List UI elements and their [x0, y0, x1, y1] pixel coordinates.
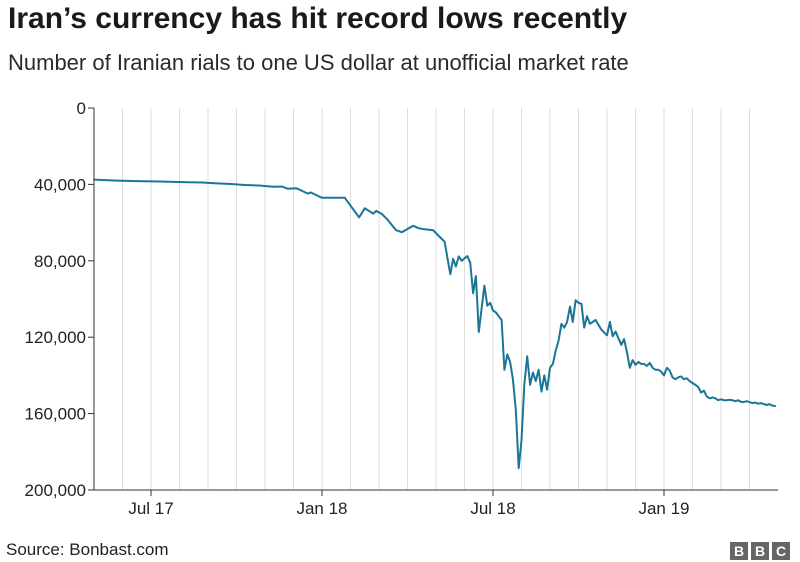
- y-tick-label: 160,000: [25, 405, 86, 424]
- x-axis-labels: Jul 17 Jan 18 Jul 18 Jan 19: [128, 499, 689, 518]
- logo-letter-b2: B: [751, 542, 769, 560]
- gridlines: [122, 108, 750, 490]
- x-tick-label: Jul 18: [470, 499, 515, 518]
- chart-title: Iran’s currency has hit record lows rece…: [8, 2, 628, 35]
- x-tick-label: Jan 19: [638, 499, 689, 518]
- series-line: [93, 178, 777, 470]
- x-tick-label: Jan 18: [296, 499, 347, 518]
- axes: [88, 107, 778, 496]
- x-tick-label: Jul 17: [128, 499, 173, 518]
- y-tick-label: 200,000: [25, 481, 86, 500]
- logo-letter-c: C: [772, 542, 790, 560]
- y-tick-label: 80,000: [34, 252, 86, 271]
- logo-letter-b1: B: [730, 542, 748, 560]
- y-tick-label: 120,000: [25, 328, 86, 347]
- y-tick-label: 40,000: [34, 175, 86, 194]
- bbc-logo: B B C: [730, 542, 790, 560]
- y-axis-labels: 0 40,000 80,000 120,000 160,000 200,000: [25, 99, 86, 500]
- chart-subtitle: Number of Iranian rials to one US dollar…: [8, 50, 629, 75]
- series-layer: [93, 178, 777, 470]
- y-tick-label: 0: [77, 99, 86, 118]
- source-note: Source: Bonbast.com: [6, 540, 169, 559]
